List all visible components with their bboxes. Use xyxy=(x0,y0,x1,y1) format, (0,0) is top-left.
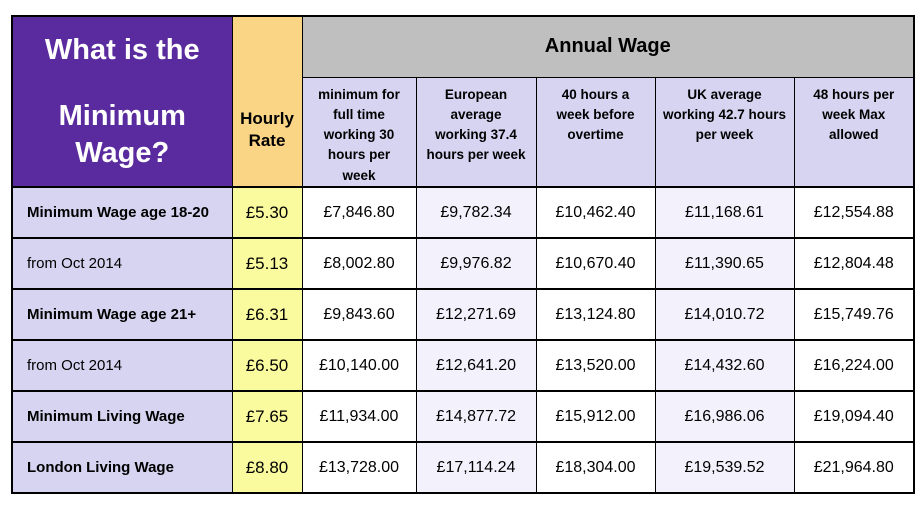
hourly-rate-value: £7.65 xyxy=(231,390,303,443)
annual-value: £9,782.34 xyxy=(415,186,537,239)
minimum-wage-table: What is the Minimum Wage? Hourly Rate An… xyxy=(11,15,915,494)
title-line-1: What is the xyxy=(44,34,200,67)
annual-value: £14,877.72 xyxy=(415,390,537,443)
annual-value: £14,432.60 xyxy=(654,339,795,392)
annual-column-header-european-average: European average working 37.4 hours per … xyxy=(415,76,537,188)
annual-column-header-min-full-time: minimum for full time working 30 hours p… xyxy=(301,76,417,188)
annual-value: £12,271.69 xyxy=(415,288,537,341)
table-row: from Oct 2014 £6.50 £10,140.00 £12,641.2… xyxy=(11,339,915,392)
annual-wage-header: Annual Wage xyxy=(301,15,915,78)
annual-value: £9,976.82 xyxy=(415,237,537,290)
annual-value: £16,224.00 xyxy=(793,339,915,392)
table-row: Minimum Living Wage £7.65 £11,934.00 £14… xyxy=(11,390,915,443)
row-label: Minimum Wage age 18-20 xyxy=(11,186,233,239)
annual-value: £11,934.00 xyxy=(301,390,417,443)
hourly-rate-value: £6.31 xyxy=(231,288,303,341)
hourly-rate-value: £6.50 xyxy=(231,339,303,392)
annual-value: £13,520.00 xyxy=(535,339,656,392)
row-label: Minimum Living Wage xyxy=(11,390,233,443)
annual-value: £12,804.48 xyxy=(793,237,915,290)
row-label: London Living Wage xyxy=(11,441,233,494)
annual-value: £7,846.80 xyxy=(301,186,417,239)
annual-value: £12,554.88 xyxy=(793,186,915,239)
annual-value: £10,140.00 xyxy=(301,339,417,392)
annual-value: £14,010.72 xyxy=(654,288,795,341)
annual-column-header-40-hours: 40 hours a week before overtime xyxy=(535,76,656,188)
annual-value: £9,843.60 xyxy=(301,288,417,341)
table-row: London Living Wage £8.80 £13,728.00 £17,… xyxy=(11,441,915,494)
table-row: from Oct 2014 £5.13 £8,002.80 £9,976.82 … xyxy=(11,237,915,290)
annual-value: £10,670.40 xyxy=(535,237,656,290)
table-row: Minimum Wage age 21+ £6.31 £9,843.60 £12… xyxy=(11,288,915,341)
annual-value: £13,124.80 xyxy=(535,288,656,341)
annual-value: £12,641.20 xyxy=(415,339,537,392)
table-row: minimum for full time working 30 hours p… xyxy=(12,76,915,188)
annual-value: £11,168.61 xyxy=(654,186,795,239)
table-row: What is the Minimum Wage? Hourly Rate An… xyxy=(11,15,915,188)
annual-value: £13,728.00 xyxy=(301,441,417,494)
annual-value: £10,462.40 xyxy=(535,186,656,239)
title-line-2: Minimum Wage? xyxy=(58,100,186,169)
annual-value: £17,114.24 xyxy=(415,441,537,494)
hourly-rate-value: £5.13 xyxy=(231,237,303,290)
table-row: Minimum Wage age 18-20 £5.30 £7,846.80 £… xyxy=(11,186,915,239)
row-label: from Oct 2014 xyxy=(11,237,233,290)
table-title-cell: What is the Minimum Wage? xyxy=(11,15,233,188)
annual-column-header-48-hours-max: 48 hours per week Max allowed xyxy=(793,76,915,188)
annual-column-header-uk-average: UK average working 42.7 hours per week xyxy=(654,76,795,188)
annual-value: £19,539.52 xyxy=(654,441,795,494)
annual-value: £16,986.06 xyxy=(654,390,795,443)
hourly-rate-value: £8.80 xyxy=(231,441,303,494)
annual-value: £18,304.00 xyxy=(535,441,656,494)
hourly-rate-header: Hourly Rate xyxy=(231,15,303,188)
annual-value: £21,964.80 xyxy=(793,441,915,494)
annual-value: £11,390.65 xyxy=(654,237,795,290)
row-label: from Oct 2014 xyxy=(11,339,233,392)
annual-value: £19,094.40 xyxy=(793,390,915,443)
annual-value: £15,749.76 xyxy=(793,288,915,341)
row-label: Minimum Wage age 21+ xyxy=(11,288,233,341)
annual-value: £15,912.00 xyxy=(535,390,656,443)
annual-value: £8,002.80 xyxy=(301,237,417,290)
hourly-rate-value: £5.30 xyxy=(231,186,303,239)
